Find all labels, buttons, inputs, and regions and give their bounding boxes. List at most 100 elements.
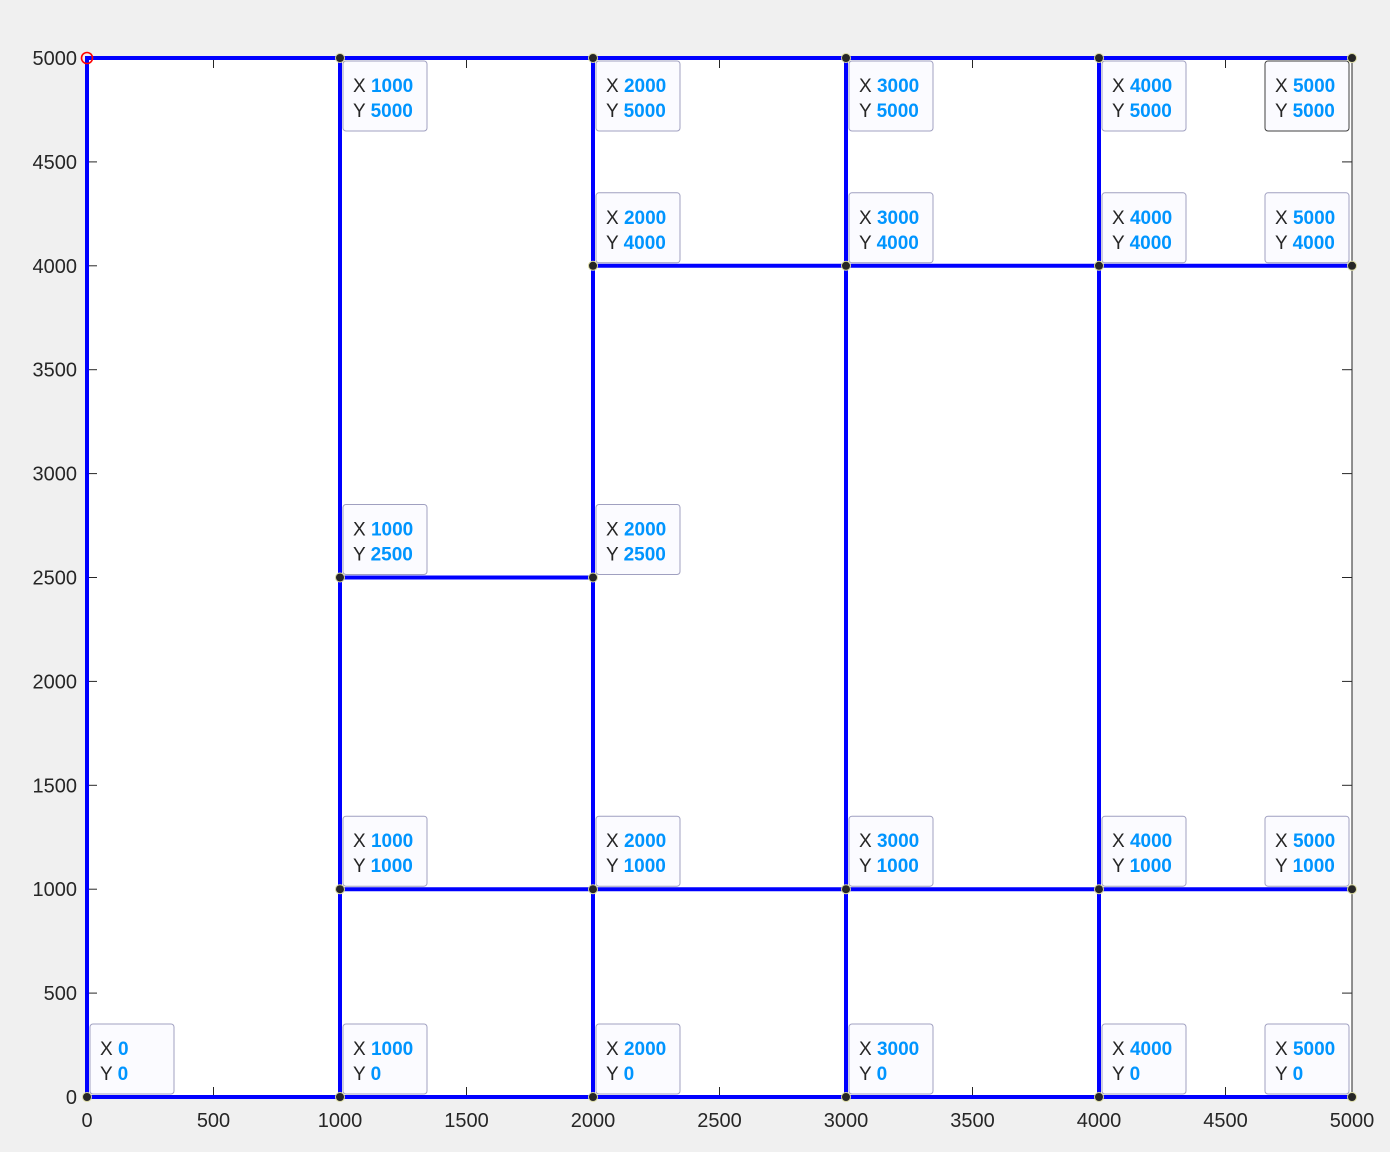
datatip[interactable]: X 3000 Y 4000 bbox=[848, 192, 934, 264]
datatip-x-line: X 1000 bbox=[353, 76, 413, 97]
datatip[interactable]: X 3000 Y 5000 bbox=[848, 60, 934, 132]
datatip[interactable]: X 3000 Y 1000 bbox=[848, 815, 934, 887]
datatip-y-key: Y bbox=[353, 545, 371, 566]
datatip-x-key: X bbox=[606, 1039, 624, 1060]
datatip-x-line: X 2000 bbox=[606, 1039, 666, 1060]
datatip-y-value: 5000 bbox=[877, 101, 919, 122]
x-tick-label: 3500 bbox=[950, 1110, 995, 1132]
datatip[interactable]: X 4000 Y 1000 bbox=[1101, 815, 1187, 887]
data-point-marker bbox=[1347, 884, 1357, 895]
datatip-x-key: X bbox=[859, 76, 877, 97]
datatip-y-line: Y 0 bbox=[353, 1064, 381, 1085]
datatip[interactable]: X 1000 Y 5000 bbox=[342, 60, 428, 132]
datatip-y-line: Y 1000 bbox=[1112, 856, 1172, 877]
x-tick-label: 3000 bbox=[824, 1110, 869, 1132]
x-tick-label: 500 bbox=[197, 1110, 230, 1132]
datatip-y-key: Y bbox=[1275, 1064, 1293, 1085]
datatip-y-key: Y bbox=[859, 856, 877, 877]
datatip-y-value: 1000 bbox=[624, 856, 666, 877]
datatip-y-key: Y bbox=[1112, 233, 1130, 254]
y-tick-label: 5000 bbox=[33, 48, 78, 70]
datatip-y-key: Y bbox=[353, 1064, 371, 1085]
datatip-y-value: 5000 bbox=[624, 101, 666, 122]
datatip-y-line: Y 4000 bbox=[859, 233, 919, 254]
datatip-y-key: Y bbox=[100, 1064, 118, 1085]
datatip-x-key: X bbox=[606, 520, 624, 541]
datatip-box bbox=[848, 815, 934, 887]
datatip-y-line: Y 4000 bbox=[1112, 233, 1172, 254]
datatip-y-line: Y 0 bbox=[100, 1064, 128, 1085]
datatip-box bbox=[595, 815, 681, 887]
datatip-y-value: 5000 bbox=[1130, 101, 1172, 122]
y-tick-label: 3500 bbox=[33, 360, 78, 382]
datatip-y-line: Y 5000 bbox=[353, 101, 413, 122]
datatip-box bbox=[342, 815, 428, 887]
datatip-x-line: X 4000 bbox=[1112, 76, 1172, 97]
datatip-y-key: Y bbox=[606, 856, 624, 877]
datatip[interactable]: X 5000 Y 1000 bbox=[1264, 815, 1350, 887]
datatip-box bbox=[342, 1023, 428, 1095]
datatip[interactable]: X 3000 Y 0 bbox=[848, 1023, 934, 1095]
datatip[interactable]: X 2000 Y 1000 bbox=[595, 815, 681, 887]
y-tick-label: 0 bbox=[66, 1087, 77, 1109]
datatip-y-value: 0 bbox=[877, 1064, 888, 1085]
datatip-y-value: 1000 bbox=[371, 856, 413, 877]
datatip-y-value: 5000 bbox=[1293, 101, 1335, 122]
datatip-y-key: Y bbox=[859, 233, 877, 254]
datatip-x-key: X bbox=[606, 831, 624, 852]
data-point-marker bbox=[1094, 1092, 1104, 1102]
datatip-box bbox=[1101, 192, 1187, 264]
datatip-box bbox=[595, 504, 681, 575]
datatip-y-value: 1000 bbox=[1293, 856, 1335, 877]
datatip-y-key: Y bbox=[1275, 233, 1293, 254]
datatip-y-line: Y 5000 bbox=[1275, 101, 1335, 122]
datatip-x-line: X 2000 bbox=[606, 831, 666, 852]
datatip-y-value: 4000 bbox=[624, 233, 666, 254]
data-point-marker bbox=[588, 884, 598, 895]
datatip-x-key: X bbox=[1112, 831, 1130, 852]
datatip-x-key: X bbox=[353, 76, 371, 97]
x-tick-label: 1500 bbox=[444, 1110, 489, 1132]
datatip-x-line: X 5000 bbox=[1275, 831, 1335, 852]
datatip-x-value: 3000 bbox=[877, 76, 919, 97]
datatip-y-value: 0 bbox=[118, 1064, 129, 1085]
datatip-x-line: X 3000 bbox=[859, 208, 919, 229]
datatip-x-line: X 3000 bbox=[859, 1039, 919, 1060]
datatip-y-line: Y 5000 bbox=[859, 101, 919, 122]
datatip-y-line: Y 2500 bbox=[606, 545, 666, 566]
datatip-y-value: 0 bbox=[624, 1064, 635, 1085]
datatip-x-value: 4000 bbox=[1130, 1039, 1172, 1060]
datatip[interactable]: X 0Y 0 bbox=[89, 1023, 175, 1095]
datatip[interactable]: X 4000 Y 4000 bbox=[1101, 192, 1187, 264]
axes[interactable]: 0 500 1000 1500 2000 2500 3000 3500 4000 4500 5000… bbox=[33, 48, 1375, 1132]
datatip-y-value: 0 bbox=[371, 1064, 382, 1085]
datatip-x-key: X bbox=[859, 208, 877, 229]
datatip-x-value: 3000 bbox=[877, 831, 919, 852]
datatip-y-key: Y bbox=[1275, 856, 1293, 877]
datatip-x-line: X 4000 bbox=[1112, 208, 1172, 229]
data-point-marker bbox=[841, 884, 851, 895]
data-point-marker bbox=[335, 884, 345, 895]
datatip-x-value: 4000 bbox=[1130, 831, 1172, 852]
datatip-box bbox=[1264, 1023, 1350, 1095]
datatip-y-line: Y 1000 bbox=[859, 856, 919, 877]
datatip-x-line: X 3000 bbox=[859, 831, 919, 852]
datatip-y-line: Y 0 bbox=[859, 1064, 887, 1085]
datatip-y-key: Y bbox=[1112, 1064, 1130, 1085]
datatip-y-line: Y 5000 bbox=[606, 101, 666, 122]
datatip-markers bbox=[82, 53, 1357, 1102]
datatip-x-key: X bbox=[1275, 831, 1293, 852]
